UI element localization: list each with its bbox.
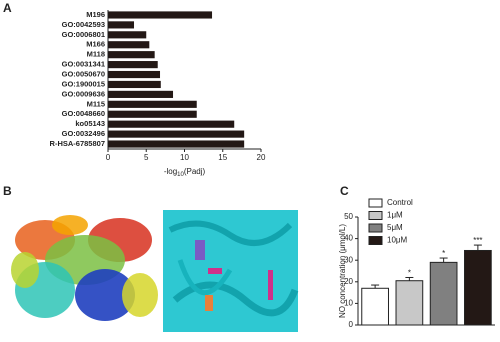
bar xyxy=(108,51,155,59)
x-tick-label: 10 xyxy=(180,153,189,162)
x-tick-label: 15 xyxy=(218,153,227,162)
significance-label: *** xyxy=(473,236,482,245)
category-label: ko05143 xyxy=(75,119,105,128)
y-tick-label: 10 xyxy=(344,299,353,308)
y-tick-label: 20 xyxy=(344,277,353,286)
category-label: GO:0032496 xyxy=(62,129,105,138)
bar xyxy=(108,120,235,128)
bar xyxy=(361,287,389,326)
bar xyxy=(464,249,492,326)
category-label: GO:0042593 xyxy=(62,20,105,29)
bar xyxy=(108,80,161,89)
category-label: GO:0006801 xyxy=(62,30,105,39)
legend-label: Control xyxy=(387,198,413,207)
category-label: R-HSA-6785807 xyxy=(50,139,105,148)
category-label: GO:0050670 xyxy=(62,70,105,79)
bar xyxy=(108,140,245,148)
x-tick-label: 0 xyxy=(106,153,111,162)
category-label: GO:0048660 xyxy=(62,109,105,118)
panel-label: A xyxy=(3,1,12,15)
y-tick-label: 50 xyxy=(344,212,353,221)
x-axis-label: -log10(Padj) xyxy=(164,167,206,177)
bar xyxy=(395,280,424,326)
docking-view xyxy=(163,210,299,332)
significance-label: * xyxy=(442,249,445,258)
legend-swatch xyxy=(368,198,383,208)
y-tick-label: 40 xyxy=(344,234,353,243)
category-label: M115 xyxy=(87,99,105,108)
legend-label: 10μM xyxy=(387,236,408,245)
bar xyxy=(108,90,174,98)
category-label: M196 xyxy=(86,10,105,19)
bar xyxy=(108,70,161,79)
protein-structure xyxy=(10,210,160,330)
bar xyxy=(108,130,245,138)
category-label: GO:0009636 xyxy=(62,89,105,98)
bar xyxy=(108,11,213,19)
bar xyxy=(108,100,197,108)
significance-label: * xyxy=(408,269,411,278)
legend-label: 1μM xyxy=(387,211,403,220)
category-label: GO:0031341 xyxy=(62,60,105,69)
x-axis-label-part: (Padj) xyxy=(184,167,206,176)
legend-swatch xyxy=(368,223,383,233)
y-tick-label: 30 xyxy=(344,255,353,264)
bar xyxy=(429,261,458,326)
x-axis-label-part: -log xyxy=(164,167,177,176)
bar xyxy=(108,61,158,69)
legend-swatch xyxy=(368,211,383,220)
panel-label: C xyxy=(340,184,349,198)
x-axis-label-part: 10 xyxy=(177,172,184,178)
bar xyxy=(108,41,150,49)
category-label: GO:1900015 xyxy=(62,79,105,88)
panel-label: B xyxy=(3,184,12,198)
y-tick-label: 0 xyxy=(349,320,354,329)
y-axis-label: NO concentration (μmol/L) xyxy=(338,224,347,318)
x-tick-label: 20 xyxy=(257,153,266,162)
bar xyxy=(108,31,147,39)
x-tick-label: 5 xyxy=(144,153,149,162)
bar xyxy=(108,110,197,118)
category-label: M118 xyxy=(87,50,105,59)
legend-label: 5μM xyxy=(387,223,403,232)
legend-swatch xyxy=(368,236,383,245)
bar xyxy=(108,21,135,29)
category-label: M166 xyxy=(86,40,105,49)
